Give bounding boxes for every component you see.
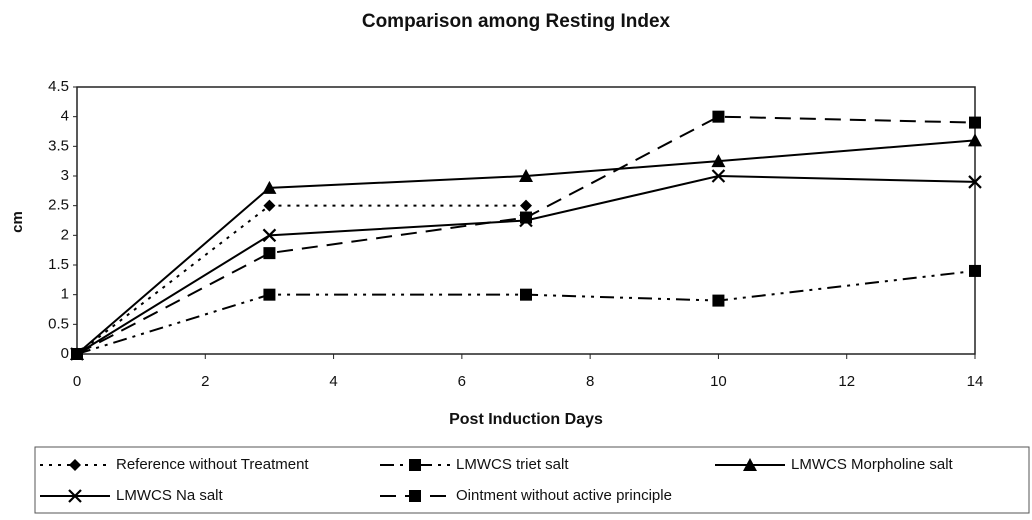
y-tick-label: 0.5 bbox=[48, 315, 69, 332]
data-point bbox=[262, 228, 277, 243]
data-point bbox=[263, 247, 276, 260]
data-point bbox=[519, 169, 533, 182]
x-tick-label: 14 bbox=[967, 373, 984, 390]
data-point bbox=[969, 264, 981, 277]
y-tick-label: 0 bbox=[61, 345, 69, 362]
data-point bbox=[262, 180, 277, 194]
data-point bbox=[968, 175, 982, 189]
data-point bbox=[712, 110, 725, 123]
legend-marker bbox=[743, 458, 757, 471]
y-tick-label: 1.5 bbox=[48, 256, 69, 273]
legend-label: Ointment without active principle bbox=[456, 487, 672, 504]
x-tick-label: 6 bbox=[458, 373, 466, 390]
x-tick-label: 0 bbox=[73, 373, 81, 390]
x-tick-label: 12 bbox=[838, 373, 855, 390]
x-tick-label: 8 bbox=[586, 373, 594, 390]
data-point bbox=[520, 211, 532, 224]
x-tick-label: 4 bbox=[329, 373, 337, 390]
chart-title: Comparison among Resting Index bbox=[362, 11, 671, 32]
legend-marker bbox=[68, 489, 82, 503]
x-tick-label: 10 bbox=[710, 373, 727, 390]
data-point bbox=[968, 133, 982, 147]
y-axis-label: cm bbox=[9, 211, 26, 233]
x-tick-label: 2 bbox=[201, 373, 209, 390]
x-axis-label: Post Induction Days bbox=[449, 411, 603, 428]
legend-marker bbox=[409, 459, 421, 471]
y-tick-label: 2.5 bbox=[48, 197, 69, 214]
legend-box bbox=[34, 446, 1030, 514]
y-tick-label: 1 bbox=[61, 286, 69, 303]
legend-label: LMWCS Na salt bbox=[116, 487, 224, 504]
data-point bbox=[263, 199, 276, 212]
y-tick-label: 4 bbox=[61, 108, 69, 125]
series-line bbox=[76, 204, 526, 355]
y-tick-label: 2 bbox=[61, 226, 69, 243]
plot-frame bbox=[76, 86, 976, 355]
legend-label: Reference without Treatment bbox=[116, 456, 309, 473]
y-tick-label: 3 bbox=[61, 167, 69, 184]
legend-marker bbox=[409, 490, 421, 502]
y-tick-label: 4.5 bbox=[48, 78, 69, 95]
data-point bbox=[71, 348, 83, 360]
y-tick-label: 3.5 bbox=[48, 137, 69, 154]
legend-label: LMWCS triet salt bbox=[456, 456, 569, 473]
data-point bbox=[711, 169, 726, 183]
data-point bbox=[520, 199, 532, 212]
data-point bbox=[969, 116, 981, 129]
data-point bbox=[263, 288, 276, 301]
legend-marker bbox=[69, 459, 81, 471]
data-point bbox=[712, 294, 725, 307]
data-point bbox=[711, 154, 726, 168]
data-point bbox=[520, 288, 532, 301]
legend-label: LMWCS Morpholine salt bbox=[791, 456, 954, 473]
